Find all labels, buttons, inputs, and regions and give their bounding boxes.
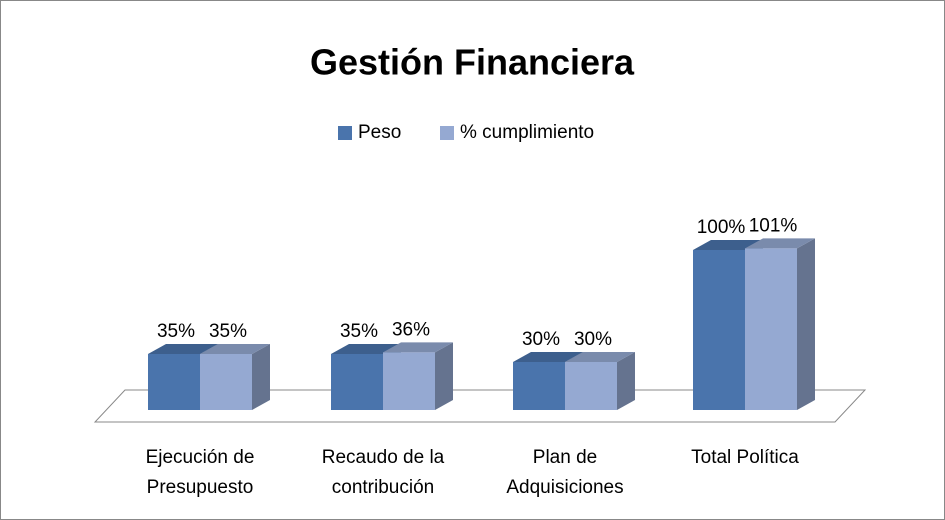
legend-label: % cumplimiento bbox=[460, 122, 594, 143]
x-tick-label: Plan de Adquisiciones bbox=[506, 447, 624, 498]
data-label: 30% bbox=[574, 329, 612, 350]
legend-label: Peso bbox=[358, 122, 401, 143]
bar bbox=[745, 238, 815, 410]
data-label: 35% bbox=[157, 321, 195, 342]
data-label: 36% bbox=[392, 319, 430, 340]
data-label: 35% bbox=[340, 321, 378, 342]
bar-side bbox=[617, 352, 635, 410]
chart-title: Gestión Financiera bbox=[310, 42, 635, 83]
bar-front bbox=[148, 354, 200, 410]
x-tick-label: Recaudo de la contribución bbox=[321, 447, 445, 498]
bar-side bbox=[252, 344, 270, 410]
floor bbox=[93, 389, 867, 423]
bar-top bbox=[331, 344, 401, 354]
bar-top bbox=[200, 344, 270, 354]
data-label: 100% bbox=[697, 217, 746, 238]
bar-front bbox=[331, 354, 383, 410]
bar-side bbox=[797, 238, 815, 410]
bar-front bbox=[383, 352, 435, 410]
x-tick-label: Ejecución de Presupuesto bbox=[145, 447, 255, 498]
bar-top bbox=[693, 240, 763, 250]
data-label: 35% bbox=[209, 321, 247, 342]
data-label: 101% bbox=[749, 215, 798, 236]
bar-top bbox=[565, 352, 635, 362]
bar-front bbox=[513, 362, 565, 410]
bar-top bbox=[745, 238, 815, 249]
bar-top bbox=[148, 344, 218, 354]
data-label: 30% bbox=[522, 329, 560, 350]
bar-front bbox=[565, 362, 617, 410]
bar-front bbox=[745, 248, 797, 410]
bar-top bbox=[383, 342, 453, 353]
x-tick-label: Total Política bbox=[691, 447, 799, 468]
legend-swatch bbox=[440, 126, 454, 140]
legend-swatch bbox=[338, 126, 352, 140]
bar-front bbox=[693, 250, 745, 410]
bar bbox=[383, 342, 453, 410]
bar-front bbox=[200, 354, 252, 410]
bar-top bbox=[513, 352, 583, 362]
bar bbox=[565, 352, 635, 410]
bar-side bbox=[435, 342, 453, 410]
bar bbox=[200, 344, 270, 410]
